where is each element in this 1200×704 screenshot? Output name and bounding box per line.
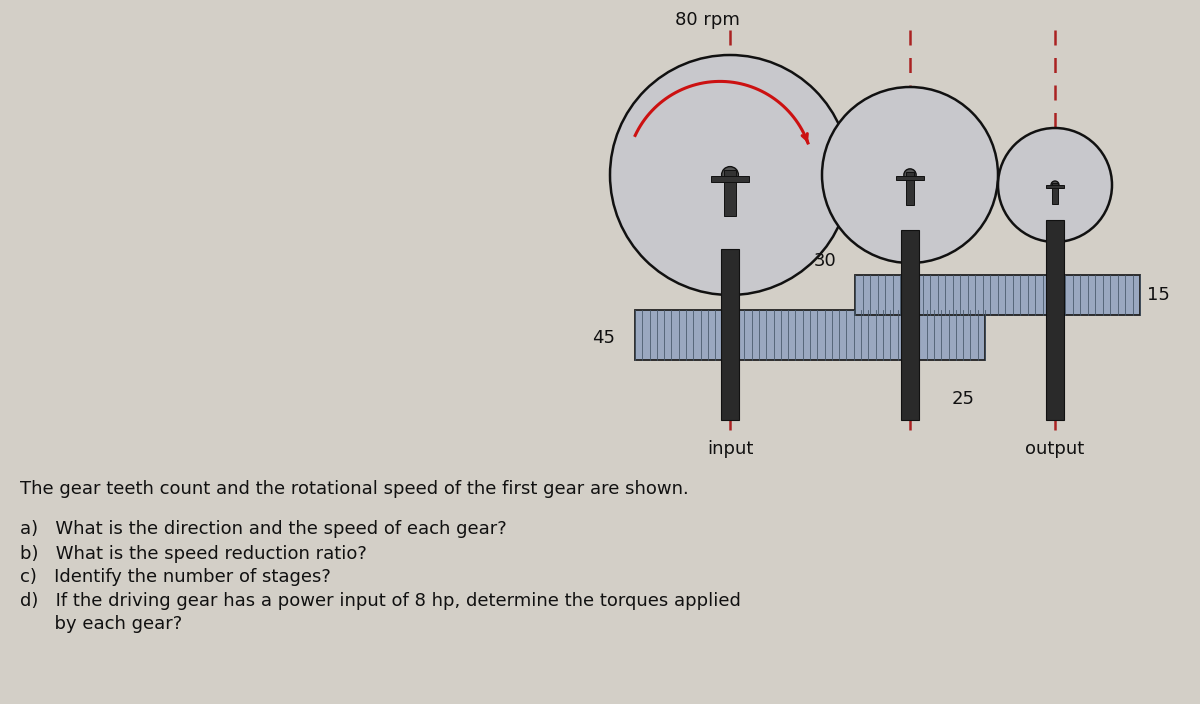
Text: The gear teeth count and the rotational speed of the first gear are shown.: The gear teeth count and the rotational … xyxy=(20,480,689,498)
Text: 15: 15 xyxy=(1147,286,1170,304)
Bar xyxy=(854,275,1140,315)
Circle shape xyxy=(904,169,916,181)
Circle shape xyxy=(822,87,998,263)
Bar xyxy=(896,176,924,180)
Text: a)   What is the direction and the speed of each gear?: a) What is the direction and the speed o… xyxy=(20,520,506,538)
Bar xyxy=(724,170,736,216)
Circle shape xyxy=(1051,181,1058,189)
Bar xyxy=(901,230,919,420)
Text: 80 rpm: 80 rpm xyxy=(674,11,740,29)
Bar xyxy=(1046,185,1064,188)
Text: 25: 25 xyxy=(952,390,974,408)
Circle shape xyxy=(610,55,850,295)
Text: input: input xyxy=(707,440,754,458)
Bar xyxy=(710,176,749,182)
Bar xyxy=(635,310,985,360)
Text: d)   If the driving gear has a power input of 8 hp, determine the torques applie: d) If the driving gear has a power input… xyxy=(20,592,740,610)
Text: 30: 30 xyxy=(814,252,836,270)
Text: c)   Identify the number of stages?: c) Identify the number of stages? xyxy=(20,568,331,586)
Text: output: output xyxy=(1025,440,1085,458)
Bar xyxy=(1046,220,1064,420)
Bar xyxy=(906,172,914,205)
Text: b)   What is the speed reduction ratio?: b) What is the speed reduction ratio? xyxy=(20,545,367,563)
Bar xyxy=(1052,183,1058,204)
Text: 45: 45 xyxy=(592,329,616,347)
Circle shape xyxy=(998,128,1112,242)
Text: by each gear?: by each gear? xyxy=(20,615,182,633)
Circle shape xyxy=(721,167,738,184)
Bar xyxy=(721,249,739,420)
